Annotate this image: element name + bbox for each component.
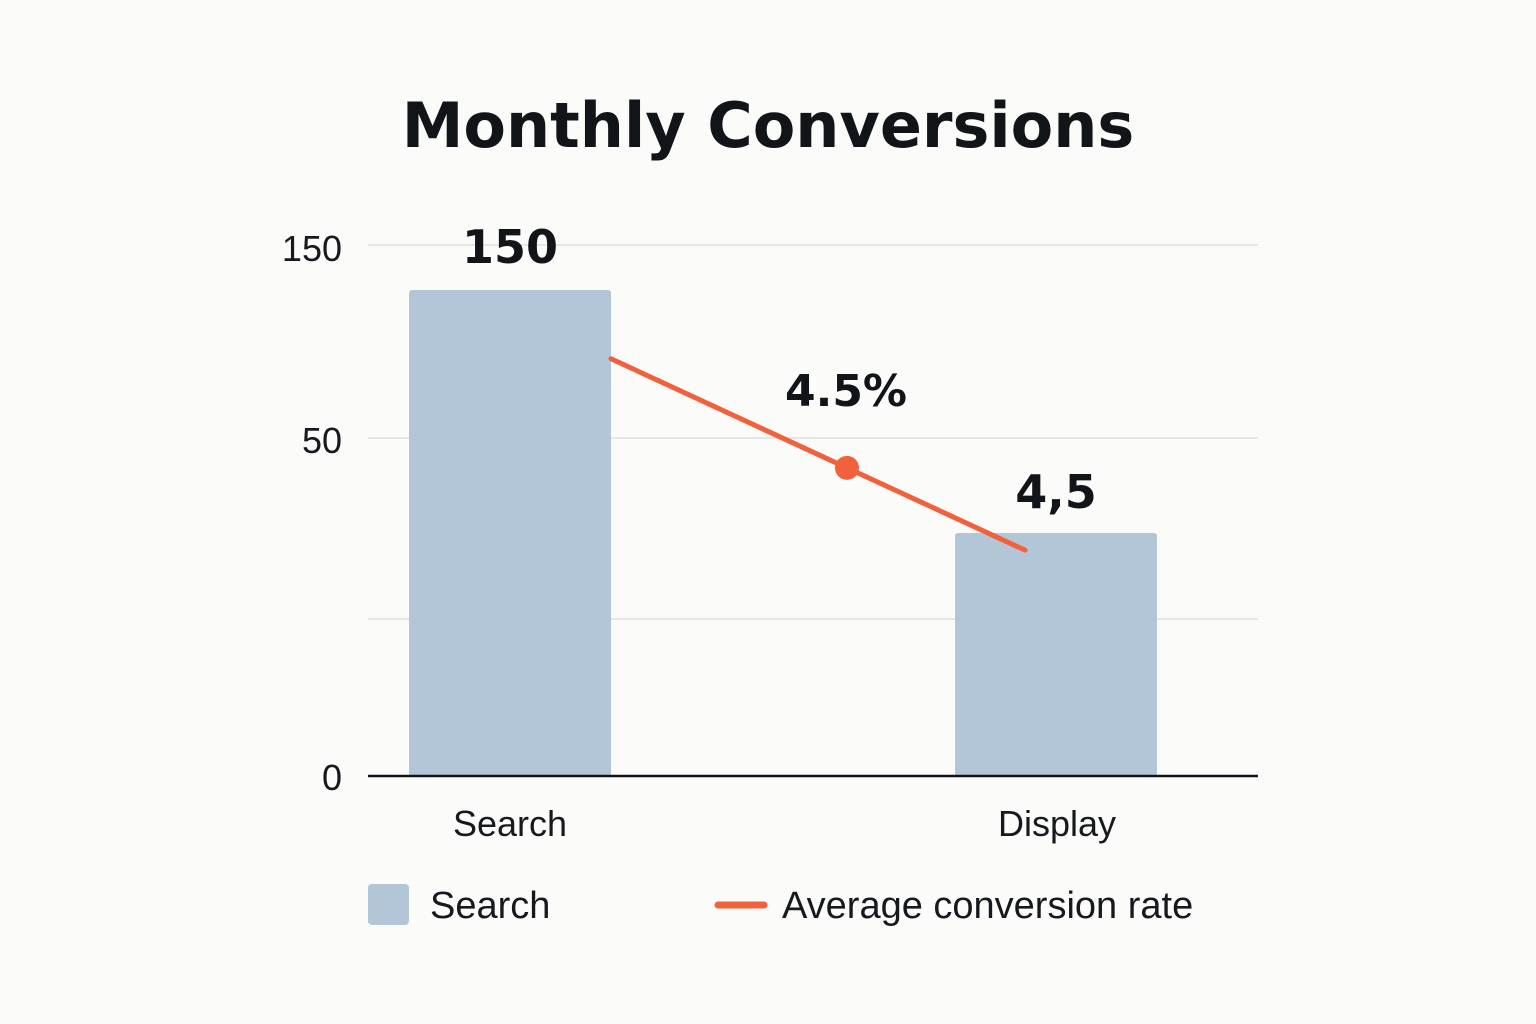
rate-line-group <box>608 356 1028 553</box>
category-label-search: Search <box>453 803 567 844</box>
bar-label-display: 4,5 <box>1015 465 1097 519</box>
legend-label-bar: Search <box>430 885 550 927</box>
legend-swatch-bar <box>368 884 409 925</box>
chart-title: Monthly Conversions <box>402 89 1135 162</box>
legend-label-line: Average conversion rate <box>782 885 1193 927</box>
bars <box>409 290 1157 776</box>
y-tick-label-0: 0 <box>322 757 342 798</box>
rate-line <box>608 356 1028 553</box>
bar-display <box>955 533 1157 776</box>
rate-point <box>834 455 859 480</box>
bar-search <box>409 290 611 776</box>
rate-point-label: 4.5% <box>785 366 907 417</box>
bar-label-search: 150 <box>462 220 558 274</box>
y-tick-label-150: 150 <box>282 228 342 269</box>
legend: Search Average conversion rate <box>368 884 1193 927</box>
category-label-display: Display <box>998 803 1116 844</box>
y-tick-label-50: 50 <box>302 420 342 461</box>
